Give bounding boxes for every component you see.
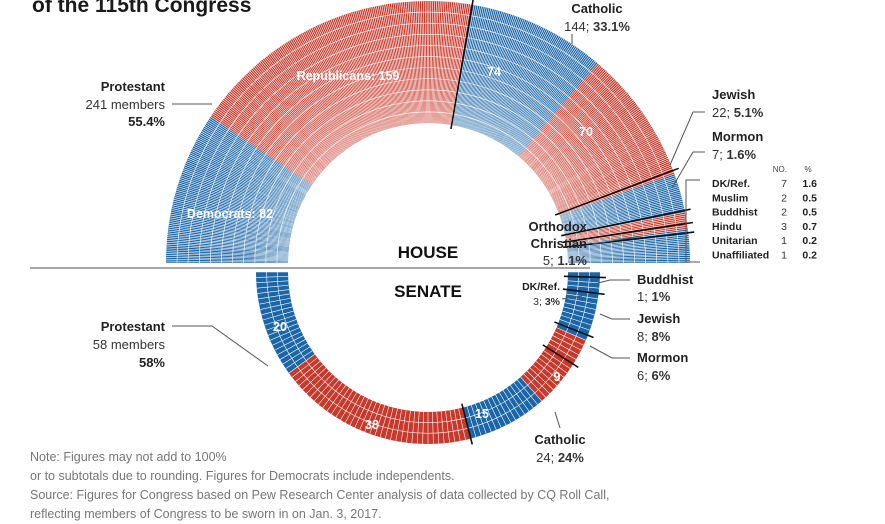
table-row-count: 1 — [781, 235, 787, 247]
senate-protestant-leader — [172, 326, 268, 366]
senate-protestant-detail: 58 members — [93, 337, 166, 352]
house-republicans-label: Republicans: 159 — [297, 69, 400, 83]
senate-dkref-name: DK/Ref. — [522, 281, 560, 293]
house-jewish-stat: 22; 5.1% — [712, 105, 764, 120]
house-catholic-d-label: 70 — [579, 125, 593, 139]
house-orthodox-stat: 5; 1.1% — [543, 253, 588, 268]
senate-label: SENATE — [394, 282, 462, 301]
senate-buddhist-leader — [598, 280, 630, 283]
house-protestant-name: Protestant — [101, 79, 166, 94]
note-line-1: Note: Figures may not add to 100% — [30, 448, 609, 467]
house-label: HOUSE — [398, 243, 458, 262]
table-row-count: 2 — [781, 192, 787, 204]
senate-mormon-stat: 6; 6% — [637, 368, 671, 383]
senate-catholic-d-label: 15 — [475, 407, 489, 421]
chart-notes: Note: Figures may not add to 100% or to … — [30, 448, 609, 524]
senate-mormon-leader — [590, 346, 630, 358]
senate-protestant-d-label: 20 — [273, 320, 287, 334]
senate-catholic-r-label: 9 — [554, 370, 561, 384]
house-jewish-name: Jewish — [712, 87, 755, 102]
senate-protestant-r-label: 38 — [365, 418, 379, 432]
source-line-2: reflecting members of Congress to be swo… — [30, 505, 609, 524]
table-row-name: Hindu — [712, 221, 742, 233]
table-row-pct: 0.2 — [802, 250, 817, 262]
seat-grid-layer — [166, 1, 690, 444]
table-row-pct: 0.7 — [802, 221, 817, 233]
table-row-count: 1 — [781, 250, 787, 262]
house-protestant-detail: 241 members — [86, 97, 166, 112]
table-row-name: Muslim — [712, 192, 748, 204]
table-row-pct: 0.5 — [802, 192, 817, 204]
house-catholic-stat: 144; 33.1% — [564, 19, 630, 34]
house-catholic-name: Catholic — [571, 1, 622, 16]
note-line-2: or to subtotals due to rounding. Figures… — [30, 467, 609, 486]
senate-catholic-name: Catholic — [534, 432, 585, 447]
house-catholic-r-label: 74 — [487, 65, 501, 79]
senate-jewish-leader — [600, 314, 630, 319]
senate-jewish-stat: 8; 8% — [637, 329, 671, 344]
table-row-name: Unitarian — [712, 235, 758, 247]
table-row-name: Unaffiliated — [712, 250, 769, 262]
house-orthodox-name2: Christian — [531, 236, 587, 251]
senate-dkref-stat: 3; 3% — [533, 296, 561, 308]
senate-buddhist-stat: 1; 1% — [637, 289, 671, 304]
senate-buddhist-name: Buddhist — [637, 272, 694, 287]
house-mormon-name: Mormon — [712, 129, 763, 144]
senate-protestant-name: Protestant — [101, 319, 166, 334]
table-row-pct: 0.2 — [802, 235, 817, 247]
senate-protestant-pct: 58% — [139, 355, 165, 370]
table-row-pct: 1.6 — [802, 178, 817, 190]
small-religions-table: DK/Ref. 7 1.6 Muslim 2 0.5 Buddhist 2 0.5 Hindu 3 0… — [712, 178, 817, 262]
table-row-count: 7 — [781, 178, 787, 190]
table-row-name: DK/Ref. — [712, 178, 750, 190]
house-jewish-leader — [670, 112, 705, 165]
table-row-pct: 0.5 — [802, 207, 817, 219]
table-row-count: 2 — [781, 207, 787, 219]
table-row-count: 3 — [781, 221, 787, 233]
senate-catholic-leader — [555, 412, 560, 428]
senate-jewish-name: Jewish — [637, 311, 680, 326]
house-protestant-pct: 55.4% — [128, 114, 165, 129]
source-line-1: Source: Figures for Congress based on Pe… — [30, 486, 609, 505]
table-header-no: NO. — [773, 165, 787, 174]
table-header-pct: % — [804, 165, 811, 174]
house-orthodox-name1: Orthodox — [529, 219, 588, 234]
table-row-name: Buddhist — [712, 207, 758, 219]
house-democrats-label: Democrats: 82 — [187, 207, 273, 221]
senate-mormon-name: Mormon — [637, 350, 688, 365]
congress-religion-chart: HOUSE SENATE Republicans: 159 Democrats:… — [0, 0, 885, 448]
house-mormon-stat: 7; 1.6% — [712, 147, 757, 162]
